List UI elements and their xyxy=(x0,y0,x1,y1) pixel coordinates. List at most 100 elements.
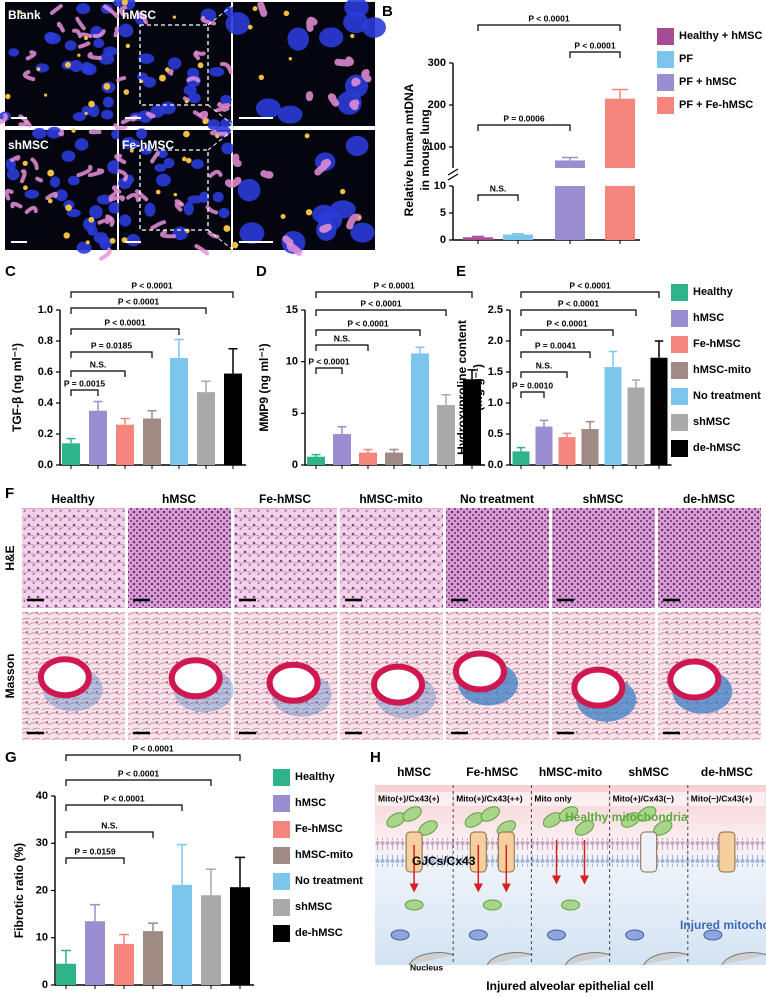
y-tick-label: 300 xyxy=(428,57,446,69)
nucleus-stain xyxy=(82,63,97,76)
nucleus-stain xyxy=(221,142,235,155)
nucleus-stain xyxy=(255,98,281,119)
bar xyxy=(605,186,635,240)
membrane-stain xyxy=(286,242,303,256)
legend-label: PF xyxy=(679,53,693,65)
legend-label: Healthy xyxy=(693,286,734,298)
membrane-stain xyxy=(174,199,185,207)
mito-stain xyxy=(182,156,187,162)
error-bar xyxy=(608,350,618,368)
legend-swatch xyxy=(273,795,290,812)
y-tick-label: 0.2 xyxy=(38,428,53,440)
significance-label: N.S. xyxy=(536,360,553,370)
bar xyxy=(555,160,585,168)
membrane-stain xyxy=(87,52,102,61)
membrane-stain xyxy=(257,1,268,17)
mito-stain xyxy=(280,213,286,219)
membrane-stain xyxy=(205,205,219,215)
bar xyxy=(555,186,585,240)
y-axis-label: Fibrotic ratio (%) xyxy=(12,843,26,938)
legend-swatch xyxy=(273,899,290,916)
condition-label: Mito(+)/Cx43(++) xyxy=(456,793,523,803)
mito-stain xyxy=(283,10,290,17)
zoom-box xyxy=(139,149,209,231)
legend-label: PF + hMSC xyxy=(679,76,737,88)
y-tick-label: 1.0 xyxy=(488,397,503,409)
y-tick-label: 40 xyxy=(36,790,48,802)
airway-wall xyxy=(371,663,426,706)
injured-mitochondrion xyxy=(468,929,488,941)
bar xyxy=(89,410,107,465)
significance-label: P < 0.0001 xyxy=(546,318,587,328)
mito-stain xyxy=(109,237,116,244)
y-tick-label: 0.6 xyxy=(38,366,53,378)
mito-stain xyxy=(247,24,253,30)
panel-label: H xyxy=(370,749,381,766)
significance-bracket xyxy=(520,391,545,398)
mito-stain xyxy=(186,157,192,164)
y-tick-label: 30 xyxy=(36,837,48,849)
legend-label: shMSC xyxy=(295,901,332,913)
mito-stain xyxy=(305,209,313,216)
legend-swatch xyxy=(671,284,688,301)
nucleus xyxy=(486,952,533,966)
membrane-stain xyxy=(159,229,176,239)
membrane-stain xyxy=(76,164,93,178)
nucleus-stain xyxy=(156,173,171,187)
nucleus-stain xyxy=(87,225,98,236)
y-tick-label: 20 xyxy=(36,884,48,896)
legend-swatch xyxy=(671,336,688,353)
significance-label: P < 0.0001 xyxy=(118,768,159,778)
y-tick-label: 100 xyxy=(428,141,446,153)
zoom-box xyxy=(139,24,209,106)
nucleus-stain xyxy=(319,27,344,48)
error-bar xyxy=(472,235,484,238)
significance-bracket xyxy=(315,329,421,336)
nucleus-stain xyxy=(99,236,112,250)
panel-label: B xyxy=(382,3,393,20)
bar xyxy=(56,963,76,985)
significance-bracket xyxy=(315,344,369,351)
bar xyxy=(512,451,530,465)
airway-wall xyxy=(168,657,223,700)
mito-stain xyxy=(18,10,22,14)
nucleus-stain xyxy=(312,204,336,224)
error-bar xyxy=(585,420,595,430)
nucleus-stain xyxy=(157,148,168,159)
mito-stain xyxy=(184,99,189,104)
healthy-mitochondrion xyxy=(637,806,657,822)
significance-label: P < 0.0001 xyxy=(103,793,144,803)
y-axis-label: TGF-β (ng ml⁻¹) xyxy=(10,343,24,432)
error-bar xyxy=(311,453,321,457)
nucleus-stain xyxy=(187,195,203,204)
significance-label: P < 0.0001 xyxy=(104,317,145,327)
error-bar xyxy=(612,88,628,99)
y-tick-label: 5 xyxy=(292,407,298,419)
y-tick-label: 10 xyxy=(434,180,446,192)
significance-bracket xyxy=(70,370,126,377)
mito-stain xyxy=(215,134,220,139)
significance-label: P = 0.0041 xyxy=(535,340,576,350)
legend-swatch xyxy=(671,440,688,457)
membrane-stain xyxy=(219,62,233,75)
significance-label: P = 0.0010 xyxy=(512,380,553,390)
membrane-stain xyxy=(58,129,65,137)
mito-stain xyxy=(77,53,81,57)
significance-label: P < 0.0001 xyxy=(569,280,610,290)
condition-band xyxy=(688,792,765,806)
bar xyxy=(172,884,192,985)
mito-stain xyxy=(103,83,111,90)
mito-stain xyxy=(44,93,48,97)
membrane-stain xyxy=(108,195,125,202)
legend-swatch xyxy=(671,414,688,431)
column-header: No treatment xyxy=(460,492,534,506)
membrane-stain xyxy=(72,28,81,36)
mito-stain xyxy=(252,6,258,12)
mito-stain xyxy=(258,74,265,81)
bar xyxy=(230,887,250,985)
error-bar xyxy=(337,426,347,434)
significance-bracket xyxy=(65,857,125,864)
membrane-stain xyxy=(25,50,37,61)
mito-stain xyxy=(47,198,53,204)
bar xyxy=(605,98,635,168)
